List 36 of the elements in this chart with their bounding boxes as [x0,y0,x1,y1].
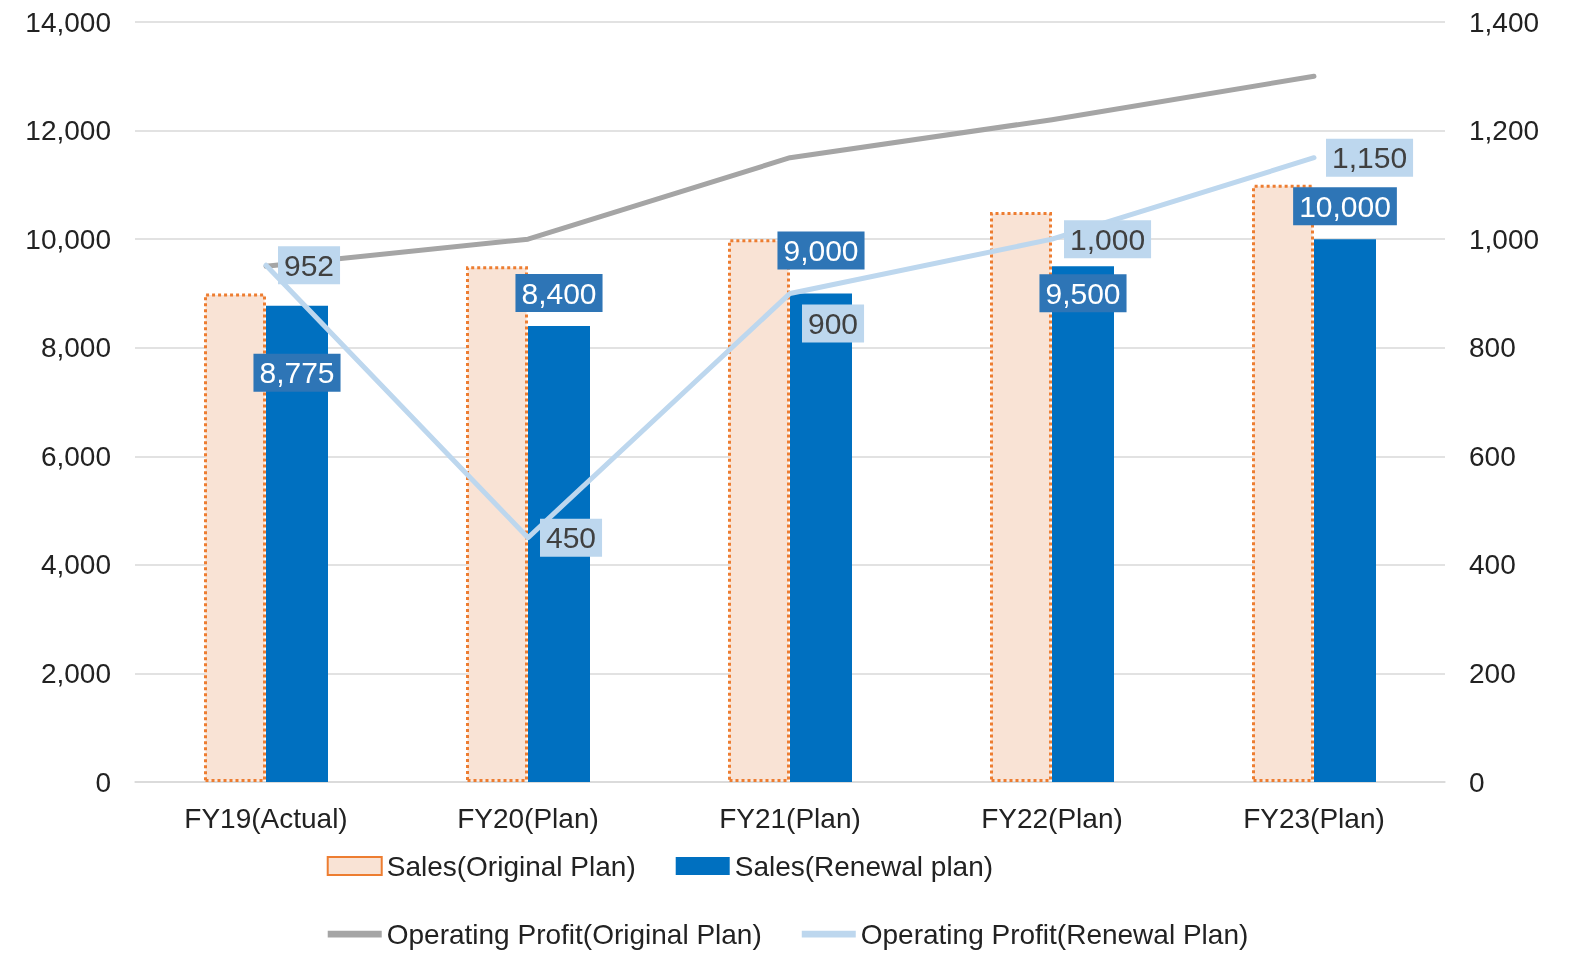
data-label: 10,000 [1299,189,1391,223]
x-tick-label: FY19(Actual) [184,802,348,834]
data-label: 8,775 [259,356,335,390]
y2-tick-label: 1,200 [1469,115,1540,147]
y2-tick-label: 800 [1469,332,1516,364]
bar [1314,239,1376,782]
legend-label: Operating Profit(Original Plan) [386,918,762,950]
data-label: 8,400 [521,276,597,310]
data-label: 952 [284,248,335,282]
y-tick-label: 4,000 [40,549,111,581]
y-tick-label: 12,000 [25,115,111,147]
data-label: 900 [808,306,859,340]
data-label: 9,000 [783,233,859,267]
x-tick-label: FY23(Plan) [1243,802,1385,834]
data-label: 1,150 [1332,141,1408,175]
y2-tick-label: 200 [1469,657,1516,689]
y-tick-label: 0 [95,766,111,798]
data-label: 9,500 [1045,276,1121,310]
y-tick-label: 14,000 [25,6,111,38]
y-tick-label: 8,000 [40,332,111,364]
y-tick-label: 10,000 [25,223,111,255]
y-tick-label: 6,000 [40,440,111,472]
x-tick-label: FY21(Plan) [719,802,861,834]
legend-label: Sales(Original Plan) [386,850,636,882]
y2-tick-label: 0 [1469,766,1485,798]
y2-tick-label: 600 [1469,440,1516,472]
y-tick-label: 2,000 [40,657,111,689]
legend-label: Sales(Renewal plan) [734,850,994,882]
x-tick-label: FY22(Plan) [981,802,1123,834]
x-tick-label: FY20(Plan) [457,802,599,834]
y2-tick-label: 1,400 [1469,6,1540,38]
y2-tick-label: 1,000 [1469,223,1540,255]
data-label: 450 [546,521,597,555]
data-label: 1,000 [1070,222,1146,256]
y2-tick-label: 400 [1469,549,1516,581]
legend-label: Operating Profit(Renewal Plan) [860,918,1249,950]
